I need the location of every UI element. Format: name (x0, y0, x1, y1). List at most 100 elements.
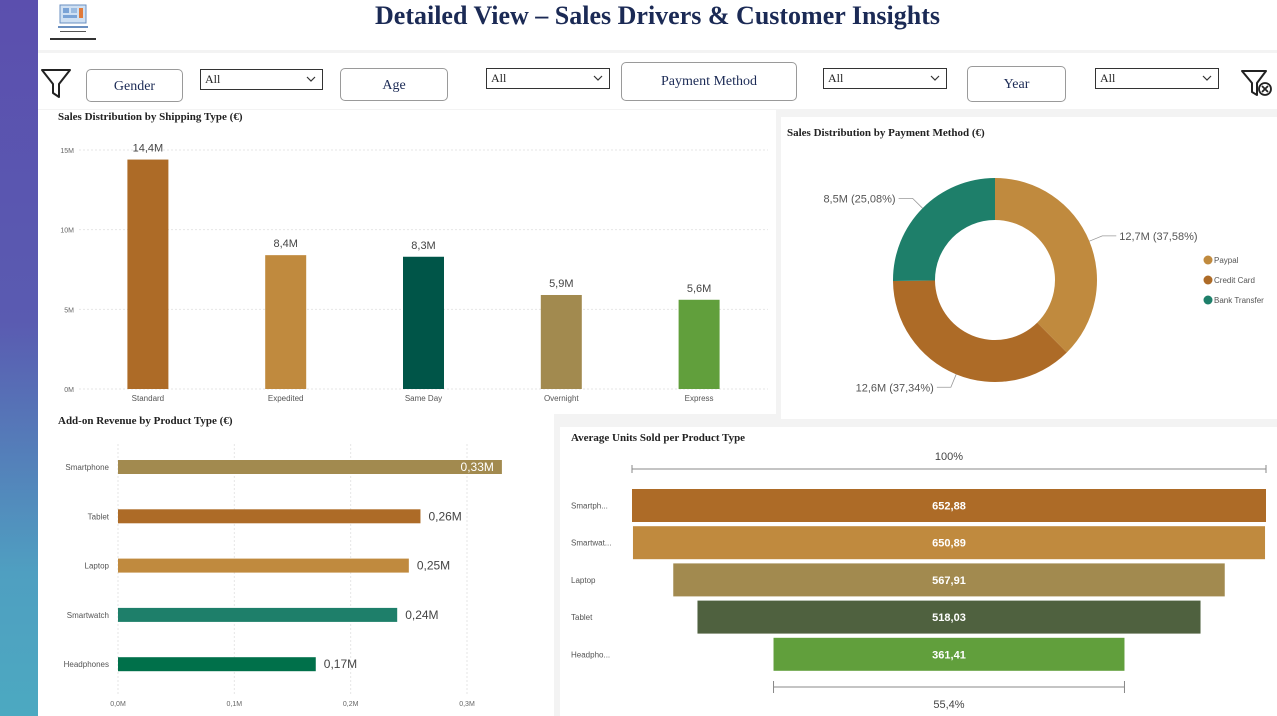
header: Detailed View – Sales Drivers & Customer… (38, 0, 1277, 50)
gender-dropdown[interactable]: All (200, 69, 323, 90)
addon-bar[interactable] (118, 460, 502, 474)
chevron-down-icon (593, 75, 603, 81)
filter-icon[interactable] (40, 67, 72, 101)
addon-bar-label: 0,26M (428, 509, 461, 523)
payment-slice-label: 8,5M (25,08%) (823, 193, 895, 205)
shipping-x-tick-label: Expedited (268, 394, 304, 403)
payment-legend-label[interactable]: Paypal (1214, 256, 1239, 265)
addon-bar[interactable] (118, 558, 409, 573)
funnel-bar-label: 567,91 (932, 575, 966, 587)
year-filter-button[interactable]: Year (967, 66, 1066, 102)
addon-x-tick-label: 0,2M (343, 701, 359, 708)
funnel-bar-label: 361,41 (932, 649, 966, 661)
funnel-bar[interactable] (673, 563, 1225, 597)
payment-sales-panel: Sales Distribution by Payment Method (€)… (781, 117, 1277, 419)
addon-bar-label: 0,17M (324, 657, 357, 671)
payment-leader-line (936, 374, 957, 388)
funnel-bar[interactable] (632, 526, 1266, 560)
addon-bar-label: 0,24M (405, 608, 438, 622)
payment-sales-chart: 12,7M (37,58%) 12,6M (37,34%) 8,5M (25,08%… (823, 178, 1264, 394)
avg-units-panel: Average Units Sold per Product Type 100%… (560, 427, 1277, 716)
funnel-bar-label: 518,03 (932, 612, 966, 624)
shipping-sales-title: Sales Distribution by Shipping Type (€) (58, 111, 243, 123)
payment-slice-label: 12,7M (37,58%) (1119, 231, 1197, 243)
funnel-category-label: Laptop (571, 576, 596, 585)
gender-dropdown-value: All (205, 72, 221, 86)
payment-slice-label: 12,6M (37,34%) (856, 382, 934, 394)
funnel-category-label: Smartph... (571, 502, 608, 511)
addon-revenue-title: Add-on Revenue by Product Type (€) (58, 415, 233, 427)
funnel-bar[interactable] (697, 600, 1201, 634)
funnel-bottom-label: 55,4% (933, 699, 964, 711)
addon-bar[interactable] (118, 657, 316, 672)
payment-leader-line (898, 197, 923, 209)
addon-x-tick-label: 0,1M (227, 701, 243, 708)
chevron-down-icon (1202, 75, 1212, 81)
clear-filter-icon[interactable] (1240, 68, 1274, 100)
funnel-category-label: Headpho... (571, 650, 610, 659)
funnel-top-label: 100% (935, 451, 963, 463)
payment-slice[interactable] (995, 178, 1097, 353)
payment-method-dropdown-value: All (828, 71, 844, 85)
addon-bar-label: 0,25M (417, 559, 450, 573)
shipping-bar-label: 5,6M (687, 283, 711, 295)
addon-bar[interactable] (118, 509, 421, 524)
addon-revenue-panel: Add-on Revenue by Product Type (€) 0,0M 0… (38, 414, 554, 716)
funnel-bar-label: 652,88 (932, 501, 966, 513)
payment-leader-line (1089, 235, 1117, 242)
addon-y-tick-label: Smartphone (65, 463, 109, 472)
shipping-bar-label: 8,3M (411, 240, 435, 252)
age-filter-button[interactable]: Age (340, 68, 448, 101)
logo (50, 2, 96, 40)
year-dropdown[interactable]: All (1095, 68, 1219, 89)
funnel-top-bracket (631, 465, 1267, 473)
addon-x-tick-label: 0,0M (110, 701, 126, 708)
addon-bar-label: 0,33M (461, 460, 494, 474)
shipping-x-tick-label: Overnight (544, 394, 579, 403)
funnel-category-label: Tablet (571, 613, 593, 622)
funnel-category-label: Smartwat... (571, 539, 611, 548)
shipping-y-tick-label: 15M (60, 148, 74, 155)
payment-method-dropdown[interactable]: All (823, 68, 947, 89)
shipping-bar-label: 14,4M (133, 143, 164, 155)
shipping-bar-label: 5,9M (549, 278, 573, 290)
payment-method-filter-button[interactable]: Payment Method (621, 62, 797, 101)
shipping-bar[interactable] (127, 159, 169, 389)
year-dropdown-value: All (1100, 71, 1116, 85)
shipping-x-tick-label: Same Day (405, 394, 442, 403)
addon-x-tick-label: 0,3M (459, 701, 475, 708)
shipping-bar[interactable] (678, 299, 720, 389)
addon-y-tick-label: Headphones (64, 660, 109, 669)
payment-legend-label[interactable]: Bank Transfer (1214, 296, 1264, 305)
addon-y-tick-label: Tablet (88, 512, 110, 521)
filter-bar: Gender All Age All Payment Method All Ye… (38, 53, 1277, 109)
payment-legend-marker (1203, 255, 1213, 265)
shipping-bar[interactable] (265, 255, 307, 389)
addon-y-tick-label: Smartwatch (67, 611, 109, 620)
avg-units-title: Average Units Sold per Product Type (571, 432, 746, 444)
page-title: Detailed View – Sales Drivers & Customer… (375, 1, 940, 30)
funnel-bar[interactable] (773, 637, 1125, 671)
payment-legend-label[interactable]: Credit Card (1214, 276, 1255, 285)
payment-legend-marker (1203, 295, 1213, 305)
payment-slice[interactable] (893, 178, 995, 281)
payment-slice[interactable] (893, 280, 1067, 383)
shipping-sales-panel: Sales Distribution by Shipping Type (€) … (38, 110, 776, 414)
payment-sales-title: Sales Distribution by Payment Method (€) (787, 127, 985, 139)
shipping-x-tick-label: Express (685, 394, 714, 403)
funnel-bar-label: 650,89 (932, 538, 966, 550)
chevron-down-icon (306, 76, 316, 82)
age-dropdown-value: All (491, 71, 507, 85)
addon-bar[interactable] (118, 607, 398, 622)
shipping-y-tick-label: 5M (64, 307, 74, 314)
shipping-bar[interactable] (540, 294, 582, 389)
funnel-bar[interactable] (632, 489, 1266, 522)
funnel-bottom-bracket (773, 681, 1125, 693)
avg-units-chart: 100% 652,88 Smartph... 650,89 Smartwat... 567… (571, 451, 1267, 711)
addon-y-tick-label: Laptop (85, 562, 110, 571)
gender-filter-button[interactable]: Gender (86, 69, 183, 102)
side-bar (0, 0, 38, 716)
shipping-y-tick-label: 10M (60, 228, 74, 235)
age-dropdown[interactable]: All (486, 68, 610, 89)
shipping-bar[interactable] (403, 256, 444, 389)
